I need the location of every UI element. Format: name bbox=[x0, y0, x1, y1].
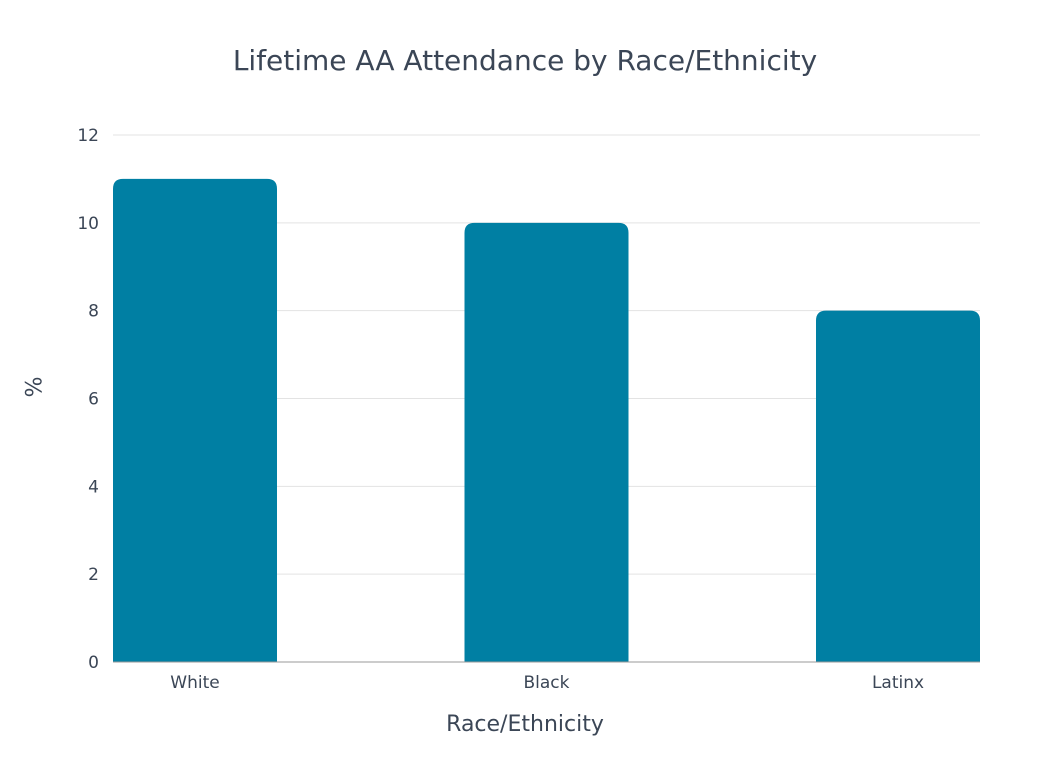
y-tick-label: 8 bbox=[88, 302, 99, 322]
y-tick-label: 12 bbox=[77, 126, 99, 146]
x-tick-label: Latinx bbox=[872, 673, 924, 693]
bar-latinx[interactable] bbox=[816, 310, 980, 662]
y-axis-label: % bbox=[19, 377, 44, 398]
y-tick-label: 0 bbox=[88, 653, 99, 673]
y-tick-label: 4 bbox=[88, 477, 99, 497]
bars bbox=[113, 178, 980, 663]
x-axis-label: Race/Ethnicity bbox=[446, 712, 604, 737]
bar-white[interactable] bbox=[113, 178, 277, 662]
y-tick-label: 6 bbox=[88, 390, 99, 410]
y-axis-ticks: 0 2 4 6 8 10 12 bbox=[77, 126, 99, 673]
y-tick-label: 10 bbox=[77, 214, 99, 234]
bar-black[interactable] bbox=[464, 222, 629, 663]
y-tick-label: 2 bbox=[88, 565, 99, 585]
chart-title: Lifetime AA Attendance by Race/Ethnicity bbox=[233, 44, 817, 77]
x-axis-ticks: White Black Latinx bbox=[170, 673, 924, 693]
x-tick-label: Black bbox=[524, 673, 570, 693]
x-tick-label: White bbox=[170, 673, 219, 693]
